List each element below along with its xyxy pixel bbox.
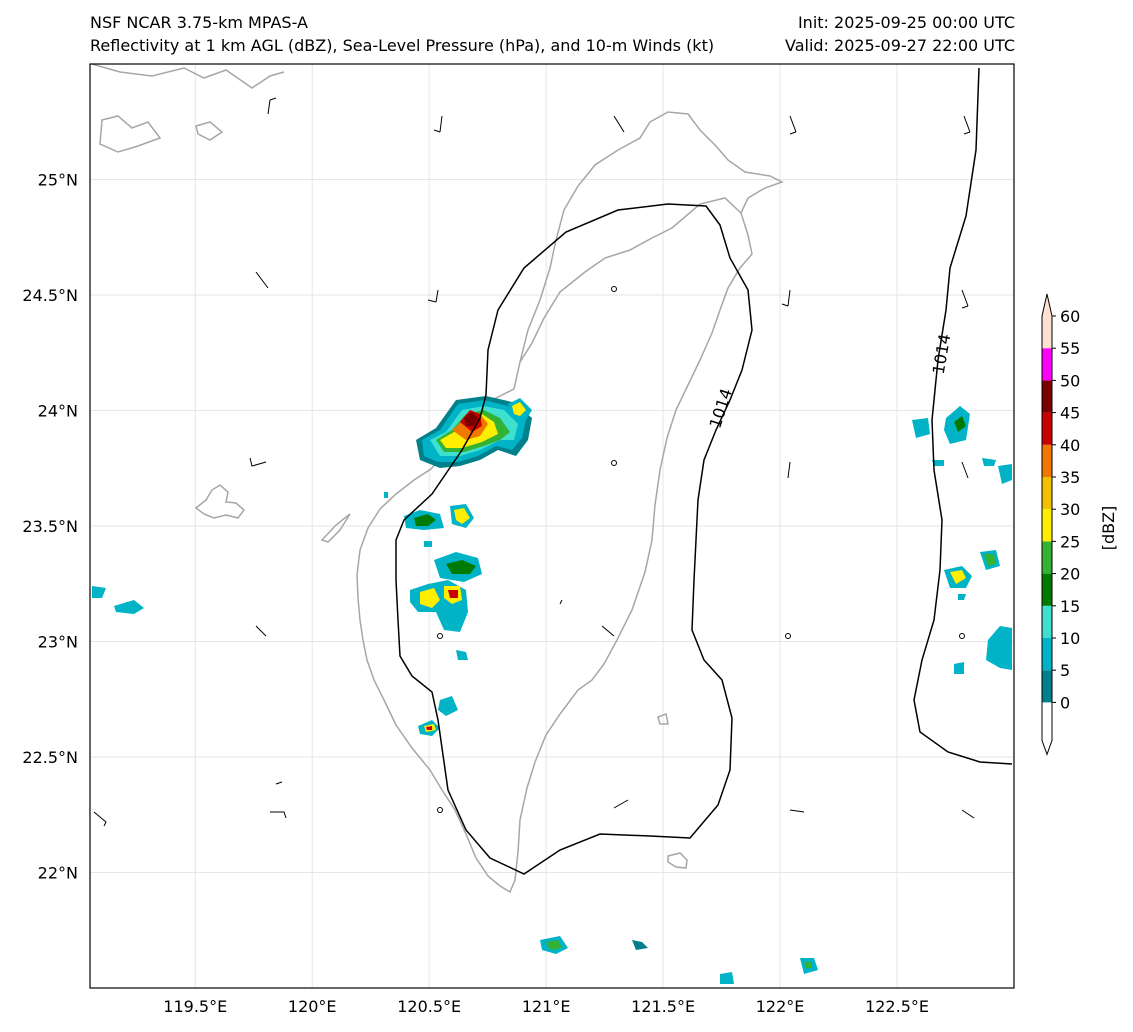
- isobar-layer: [395, 67, 1013, 875]
- colorbar-bin: [1042, 412, 1052, 445]
- valid-time: Valid: 2025-09-27 22:00 UTC: [784, 36, 1015, 55]
- calm-circle: [959, 633, 965, 639]
- wind-barb: [781, 289, 791, 307]
- colorbar-tick-label: 30: [1060, 500, 1080, 519]
- colorbar-bin: [1042, 605, 1052, 638]
- colorbar-tick-label: 15: [1060, 597, 1080, 616]
- wind-barb: [559, 599, 563, 605]
- colorbar-label: [dBZ]: [1099, 506, 1118, 551]
- storm-cell-central: [416, 396, 532, 468]
- colorbar-bin: [1042, 444, 1052, 477]
- lon-tick-label: 120°E: [288, 997, 337, 1016]
- title-model: NSF NCAR 3.75-km MPAS-A: [90, 13, 308, 32]
- wind-barb: [963, 115, 971, 135]
- taiwan-north-coast: [519, 111, 784, 363]
- isobar-label-east: 1014: [929, 332, 955, 375]
- lat-tick-label: 23.5°N: [22, 517, 78, 536]
- graticule: [90, 64, 1014, 988]
- colorbar-tick-label: 40: [1060, 436, 1080, 455]
- axis-tick-labels: 119.5°E 120°E 120.5°E 121°E 121.5°E 122°E 122.…: [22, 171, 929, 1017]
- lat-tick-label: 24°N: [38, 402, 78, 421]
- wind-barb: [789, 115, 797, 135]
- reflectivity-layer: [92, 396, 1012, 984]
- colorbar-outline: [1041, 293, 1053, 756]
- lon-tick-label: 121°E: [522, 997, 571, 1016]
- calm-circle: [437, 633, 443, 639]
- calm-circle: [611, 460, 617, 466]
- wind-barb: [961, 809, 975, 819]
- lon-tick-label: 120.5°E: [397, 997, 461, 1016]
- wind-barb: [267, 97, 277, 115]
- colorbar: 0 5 10 15 20 25 30 35 40 45 50 55 60: [1041, 293, 1080, 756]
- wind-barb: [961, 461, 969, 479]
- orchid-island: [667, 852, 688, 869]
- storm-cell-south-1: [404, 504, 482, 736]
- lon-tick-label: 122.5°E: [865, 997, 929, 1016]
- colorbar-bin: [1042, 670, 1052, 703]
- wind-barb: [427, 289, 439, 303]
- lat-tick-label: 24.5°N: [22, 286, 78, 305]
- isobar-1014-east: [913, 67, 1013, 765]
- wind-barb: [787, 461, 791, 479]
- colorbar-tick-label: 60: [1060, 307, 1080, 326]
- colorbar-bin: [1042, 638, 1052, 671]
- wind-barb: [789, 809, 805, 813]
- title-fields: Reflectivity at 1 km AGL (dBZ), Sea-Leve…: [90, 36, 715, 55]
- colorbar-extend-high: [1042, 294, 1052, 316]
- colorbar-bin: [1042, 348, 1052, 381]
- colorbar-tick-label: 10: [1060, 629, 1080, 648]
- colorbar-bin: [1042, 509, 1052, 542]
- init-time: Init: 2025-09-25 00:00 UTC: [797, 13, 1015, 32]
- colorbar-bin: [1042, 380, 1052, 413]
- colorbar-tick-label: 50: [1060, 371, 1080, 390]
- colorbar-tick-label: 20: [1060, 565, 1080, 584]
- colorbar-bin: [1042, 316, 1052, 349]
- wind-barb: [255, 271, 269, 289]
- lat-tick-label: 22.5°N: [22, 748, 78, 767]
- colorbar-tick-label: 55: [1060, 339, 1080, 358]
- wind-barb: [249, 457, 267, 467]
- colorbar-tick-label: 5: [1060, 661, 1070, 680]
- wind-barb-layer: [93, 97, 975, 827]
- calm-circle: [611, 286, 617, 292]
- isobar-label-west: 1014: [705, 386, 736, 431]
- lon-tick-label: 119.5°E: [163, 997, 227, 1016]
- china-coast: [91, 64, 351, 543]
- wind-barb: [433, 115, 443, 133]
- colorbar-tick-label: 25: [1060, 532, 1080, 551]
- calm-circle: [437, 807, 443, 813]
- colorbar-tick-label: 35: [1060, 468, 1080, 487]
- lat-tick-label: 25°N: [38, 171, 78, 190]
- colorbar-bin: [1042, 477, 1052, 510]
- wind-barb: [93, 811, 107, 827]
- colorbar-bin: [1042, 541, 1052, 574]
- penghu-islands: [194, 484, 246, 519]
- storm-cells-misc: [92, 406, 1012, 984]
- colorbar-extend-low: [1042, 702, 1052, 755]
- lat-tick-label: 23°N: [38, 633, 78, 652]
- calm-circle: [785, 633, 791, 639]
- wind-barb: [613, 799, 629, 809]
- isobar-1014-west: [395, 203, 753, 875]
- lat-tick-label: 22°N: [38, 864, 78, 883]
- taiwan-coastline: [356, 197, 753, 894]
- wind-barb: [275, 781, 283, 785]
- wind-barb: [255, 625, 267, 637]
- coastline-layer: [91, 64, 784, 894]
- lon-tick-label: 122°E: [756, 997, 805, 1016]
- colorbar-bin: [1042, 573, 1052, 606]
- colorbar-tick-label: 45: [1060, 404, 1080, 423]
- colorbar-tick-label: 0: [1060, 693, 1070, 712]
- lon-tick-label: 121.5°E: [631, 997, 695, 1016]
- wind-barb: [601, 625, 615, 637]
- calm-markers: [437, 286, 965, 813]
- green-island: [657, 712, 669, 725]
- wind-barb: [613, 115, 625, 133]
- wind-barb: [961, 289, 969, 309]
- wind-barb: [270, 811, 287, 819]
- plot-frame: [89, 63, 1015, 989]
